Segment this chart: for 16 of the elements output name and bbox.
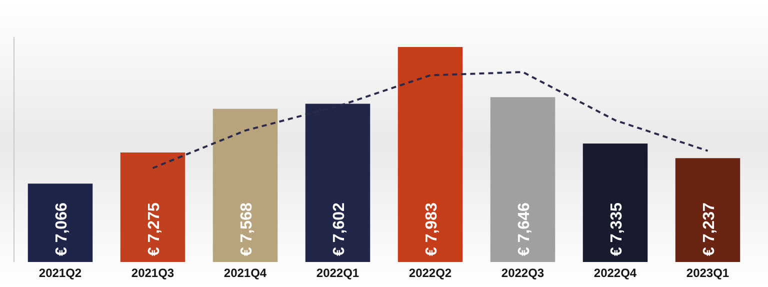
data-label: € 7,335 (608, 202, 626, 256)
data-label: € 7,602 (330, 202, 348, 256)
x-tick-label: 2022Q4 (594, 266, 637, 280)
data-label: € 7,275 (146, 202, 163, 256)
data-label: € 7,237 (700, 202, 718, 256)
data-label: € 7,066 (53, 202, 70, 256)
x-tick-label: 2023Q1 (686, 266, 730, 280)
x-tick-label: 2021Q2 (38, 266, 82, 280)
x-tick-label: 2022Q2 (408, 266, 452, 280)
x-tick-label: 2021Q3 (131, 266, 174, 280)
data-label: € 7,646 (516, 202, 533, 256)
data-label: € 7,568 (238, 202, 256, 256)
x-tick-label: 2021Q4 (224, 266, 267, 280)
x-tick-label: 2022Q1 (316, 266, 360, 280)
data-label: € 7,983 (423, 202, 440, 256)
x-tick-label: 2022Q3 (501, 266, 544, 280)
